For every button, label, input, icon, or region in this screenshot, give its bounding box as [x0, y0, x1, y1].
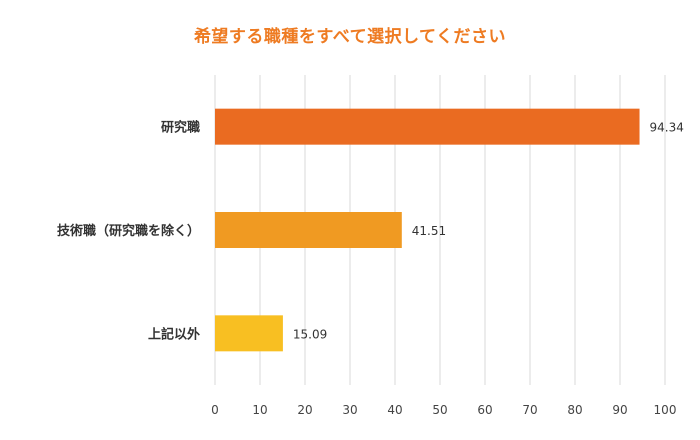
- bar-0: [215, 108, 640, 145]
- labels: 0 10 20 30 40 50 60 70 80 90 100 研究職 94.34 技術職（研究職を除く…: [57, 120, 684, 417]
- x-tick-label: 70: [522, 403, 537, 417]
- category-label: 上記以外: [148, 326, 200, 342]
- bar-2: [215, 315, 283, 352]
- bars: [215, 108, 640, 352]
- x-tick-label: 100: [654, 403, 677, 417]
- x-tick-label: 50: [432, 403, 447, 417]
- x-tick-label: 0: [211, 403, 219, 417]
- category-label: 研究職: [161, 120, 200, 136]
- category-label: 技術職（研究職を除く）: [57, 223, 200, 239]
- chart-title: 希望する職種をすべて選択してください: [193, 27, 507, 47]
- data-label: 41.51: [412, 224, 446, 238]
- x-tick-label: 60: [477, 403, 492, 417]
- x-tick-label: 90: [612, 403, 627, 417]
- x-tick-label: 20: [297, 403, 312, 417]
- data-label: 94.34: [650, 121, 684, 135]
- data-label: 15.09: [293, 327, 327, 341]
- x-tick-label: 80: [567, 403, 582, 417]
- x-tick-label: 10: [252, 403, 267, 417]
- x-tick-label: 40: [387, 403, 402, 417]
- x-tick-label: 30: [342, 403, 357, 417]
- bar-1: [215, 212, 402, 248]
